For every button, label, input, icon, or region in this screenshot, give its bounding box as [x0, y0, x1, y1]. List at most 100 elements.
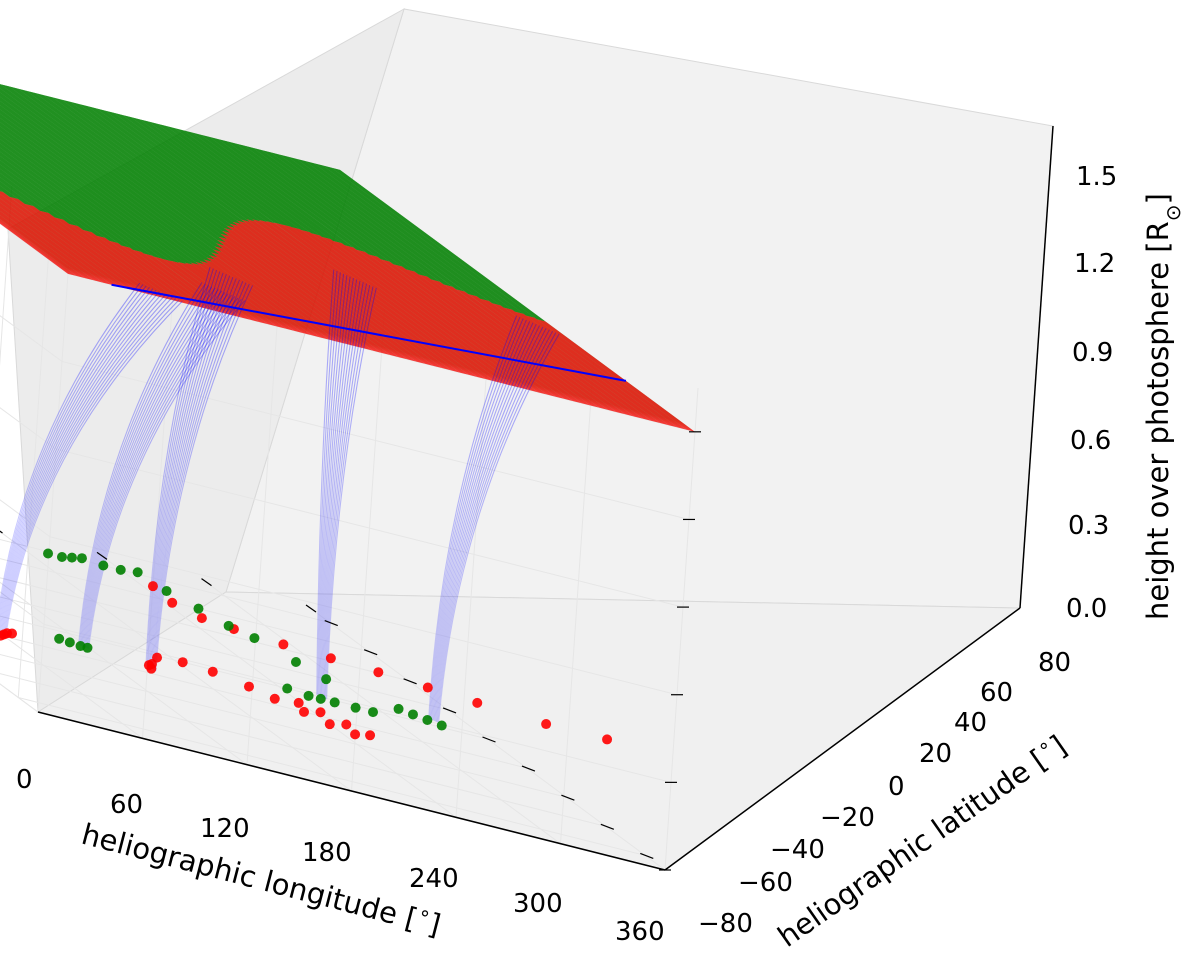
- field-line: [0, 286, 150, 623]
- surface-region: [52, 97, 236, 228]
- surface-region: [305, 161, 513, 310]
- y-tick: [482, 736, 496, 743]
- x-tick-labels: 0 60 120 180 240 300 360: [16, 765, 665, 947]
- field-line: [437, 332, 557, 723]
- data-point: [350, 729, 361, 740]
- surface-region: [226, 141, 403, 267]
- field-line: [0, 288, 154, 629]
- y-tick-labels: −80 −60 −40 −20 0 20 40 60 80: [698, 648, 1071, 939]
- data-point: [315, 693, 326, 704]
- surface-region: [480, 298, 652, 421]
- y-tick: [442, 707, 457, 714]
- field-line: [88, 300, 245, 650]
- field-line: [80, 286, 213, 646]
- data-point: [282, 683, 293, 694]
- field-line: [146, 269, 218, 667]
- source-surface: [0, 84, 695, 432]
- data-point: [329, 697, 340, 708]
- surface-region: [221, 230, 399, 358]
- data-point: [472, 697, 483, 708]
- data-point: [299, 706, 310, 717]
- surface-region: [191, 132, 354, 248]
- data-point: [278, 639, 289, 650]
- field-line: [78, 282, 203, 645]
- field-line: [84, 293, 229, 648]
- surface-region: [96, 235, 199, 307]
- surface-region: [131, 117, 283, 225]
- field-line: [434, 326, 544, 722]
- z-tick-label: 0.6: [1070, 426, 1111, 456]
- surface-region: [291, 227, 513, 386]
- data-point: [7, 628, 17, 639]
- field-line: [323, 282, 364, 699]
- surface-region: [431, 279, 617, 413]
- field-line: [86, 297, 239, 649]
- z-tick-label: 1.2: [1074, 249, 1115, 279]
- data-point: [350, 702, 361, 713]
- grid-line: [0, 577, 409, 682]
- data-point: [290, 656, 301, 667]
- surface-region: [313, 163, 524, 314]
- field-line: [320, 277, 354, 697]
- surface-region: [282, 224, 504, 384]
- data-point: [152, 652, 163, 663]
- field-line: [429, 318, 524, 719]
- surface-region: [165, 125, 321, 236]
- field-line: [316, 271, 338, 696]
- x-axis-label: heliographic longitude [∘]: [78, 813, 445, 942]
- surface-region: [209, 136, 378, 257]
- surface-region: [443, 284, 626, 415]
- surface-region: [17, 88, 228, 240]
- field-line: [153, 282, 247, 671]
- surface-region: [174, 128, 331, 240]
- x-axis-line: [37, 711, 666, 871]
- data-point: [196, 613, 207, 624]
- surface-region: [170, 260, 260, 323]
- data-point: [193, 603, 204, 614]
- surface-region: [26, 90, 229, 236]
- field-line: [85, 296, 236, 649]
- y-tick: [324, 619, 338, 627]
- surface-region: [0, 130, 180, 263]
- surface-region: [0, 122, 194, 265]
- y-tick: [640, 852, 654, 860]
- z-tick-label: 0.3: [1068, 511, 1109, 541]
- z-axis-line: [1019, 125, 1054, 609]
- field-line: [78, 283, 206, 645]
- x-tick: [201, 578, 212, 587]
- surface-region: [200, 134, 366, 252]
- surface-region: [526, 315, 687, 430]
- x-tick-label: 180: [302, 838, 352, 868]
- data-point: [393, 703, 404, 714]
- field-line: [432, 322, 534, 721]
- data-point: [422, 715, 433, 726]
- y-tick-label: 20: [919, 739, 952, 769]
- current-sheet-line: [111, 283, 627, 382]
- field-line: [147, 271, 221, 668]
- field-line: [324, 284, 371, 699]
- surface-region: [217, 240, 373, 351]
- surface-region: [0, 88, 222, 252]
- y-tick: [521, 765, 536, 772]
- y-tick-label: 80: [1038, 648, 1071, 678]
- surface-region: [265, 221, 486, 380]
- field-line: [79, 284, 209, 646]
- surface-region: [279, 154, 478, 297]
- surface-region: [261, 150, 453, 287]
- data-point: [64, 637, 75, 648]
- data-point: [365, 730, 376, 741]
- surface-region: [393, 264, 591, 406]
- surface-region: [96, 108, 256, 222]
- data-point: [602, 734, 613, 745]
- y-tick: [363, 649, 378, 656]
- surface-region: [241, 219, 452, 371]
- field-line: [436, 330, 554, 723]
- field-line: [438, 333, 560, 724]
- surface-region: [83, 230, 190, 305]
- field-line: [0, 289, 157, 635]
- field-line: [317, 272, 341, 696]
- grid-line: [0, 499, 678, 696]
- y-tick-label: −60: [738, 868, 793, 898]
- surface-region: [0, 189, 3, 192]
- z-tick-labels: 0.0 0.3 0.6 0.9 1.2 1.5: [1066, 162, 1117, 624]
